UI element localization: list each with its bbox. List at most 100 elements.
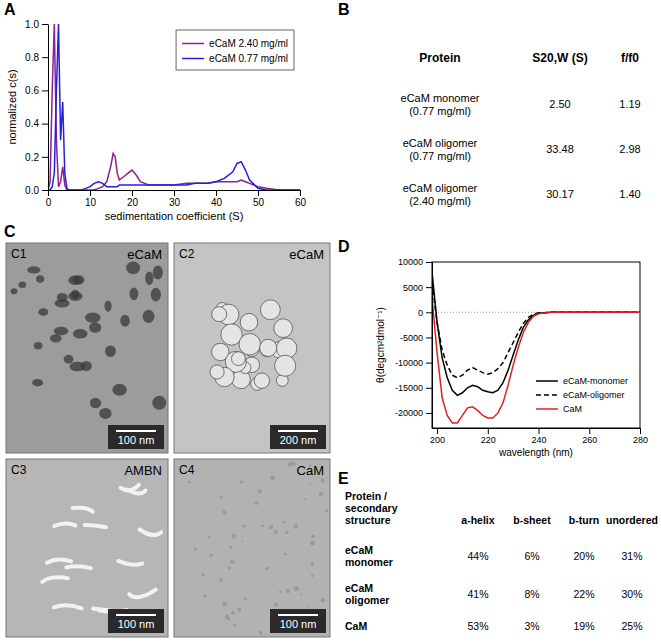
subpanel-id: C4 [179, 463, 195, 477]
y-tick-label: 0.6 [25, 85, 39, 96]
texture [240, 480, 244, 484]
texture [54, 524, 75, 526]
texture [304, 498, 306, 500]
plot-area [432, 272, 640, 423]
image-label: eCaM [127, 247, 162, 262]
texture [112, 384, 126, 396]
x-tick: 0 [46, 190, 52, 208]
table-cell: 30.17 [546, 188, 574, 200]
texture [54, 605, 82, 608]
image-label: AMBN [124, 463, 162, 478]
image-background [174, 243, 330, 453]
x-tick-label: 200 [430, 435, 445, 445]
texture [89, 322, 101, 332]
legend-item: eCaM 0.77 mg/ml [182, 53, 288, 64]
x-tick-mark [300, 190, 301, 196]
texture [130, 288, 139, 301]
y-axis: 0.00.20.40.60.81.0 [25, 19, 48, 196]
y-tick-mark [426, 287, 432, 288]
texture [27, 266, 40, 273]
y-tick-label: -10000 [395, 358, 423, 368]
y-tick-label: -5000 [400, 333, 423, 343]
texture [319, 492, 324, 497]
texture [11, 288, 18, 294]
texture [311, 534, 315, 538]
y-tick-mark [42, 190, 48, 191]
texture [285, 531, 288, 534]
y-tick-mark [426, 312, 432, 313]
table-cell: 2.50 [549, 98, 570, 110]
y-tick-label: 1.0 [25, 19, 39, 30]
texture [143, 310, 155, 323]
texture [81, 361, 92, 371]
legend: eCaM 2.40 mg/mleCaM 0.77 mg/ml [176, 30, 294, 70]
table-header: b-sheet [513, 514, 551, 526]
texture [90, 398, 101, 408]
row-label: eCaM monomer(0.77 mg/ml) [401, 92, 480, 117]
texture [227, 566, 231, 570]
texture [68, 292, 82, 301]
x-axis-title: sedimentation coefficient (S) [105, 210, 244, 222]
table-header: S20,W (S) [532, 51, 587, 65]
y-tick-mark [426, 388, 432, 389]
legend-box [530, 368, 634, 420]
table-cell: 3% [524, 620, 539, 632]
y-tick-mark [42, 57, 48, 58]
y-tick-label: 0.2 [25, 152, 39, 163]
x-tick-mark [90, 190, 91, 196]
texture [42, 577, 68, 582]
x-tick: 60 [295, 190, 307, 208]
y-axis-line [48, 25, 49, 191]
series-line [48, 24, 300, 190]
texture [208, 536, 211, 539]
texture [152, 396, 166, 410]
panel-letter: D [338, 238, 350, 255]
y-axis: 1000050000-5000-10000-15000-20000 [395, 257, 433, 428]
series-line [432, 282, 640, 378]
panel-letter: B [338, 1, 350, 18]
texture [129, 590, 156, 598]
legend-swatch [536, 394, 558, 396]
x-axis-line [433, 428, 641, 429]
texture [294, 524, 299, 529]
table-header: f/f0 [621, 51, 639, 65]
y-tick-label: 0.8 [25, 52, 39, 63]
y-tick-mark [426, 262, 432, 263]
y-tick-mark [426, 363, 432, 364]
x-tick-label: 0 [46, 197, 52, 208]
texture [231, 534, 236, 539]
texture [32, 379, 43, 386]
image-area [174, 459, 330, 637]
image-background [174, 459, 330, 637]
texture [258, 489, 262, 493]
texture [68, 276, 81, 285]
texture [212, 307, 227, 322]
table-e: Protein /secondarystructurea-helixb-shee… [345, 490, 658, 632]
texture [210, 365, 224, 379]
table-header: b-turn [569, 514, 599, 526]
texture [265, 566, 269, 570]
texture [260, 339, 277, 356]
x-tick-mark [132, 190, 133, 196]
texture [229, 546, 232, 549]
image-border [6, 459, 168, 637]
texture [279, 591, 282, 594]
texture [227, 617, 230, 620]
texture [291, 461, 296, 466]
texture [239, 334, 260, 355]
legend: eCaM-monomereCaM-oligomerCaM [530, 368, 634, 420]
y-tick-mark [426, 413, 432, 414]
texture [219, 578, 223, 582]
table-cell: 33.48 [546, 143, 574, 155]
text-line: structure [345, 514, 391, 526]
texture [274, 319, 293, 338]
row-label: eCaMmonomer [345, 544, 393, 568]
legend-swatch [182, 58, 204, 60]
x-tick-mark [539, 428, 540, 434]
scale-bar-patch [108, 609, 164, 633]
x-tick: 10 [85, 190, 97, 208]
x-tick-label: 240 [532, 435, 547, 445]
y-axis-title: θ(degcm²dmol⁻¹) [375, 307, 386, 383]
texture [325, 509, 328, 512]
x-tick-label: 280 [633, 435, 648, 445]
